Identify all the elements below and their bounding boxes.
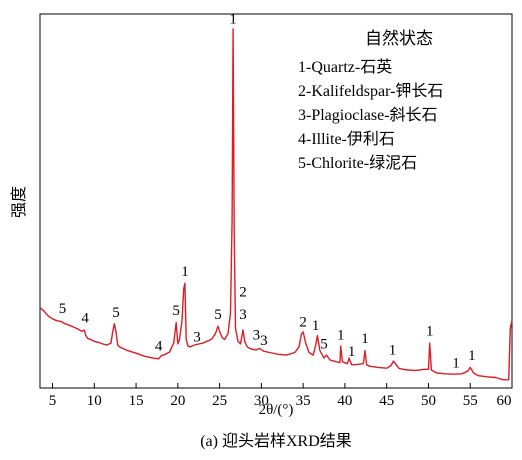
peak-label: 1 — [426, 324, 434, 340]
legend-entry: 3-Plagioclase-斜长石 — [298, 106, 438, 124]
x-tick-label: 55 — [463, 393, 478, 409]
x-tick-label: 15 — [129, 393, 144, 409]
x-tick-label: 20 — [170, 393, 185, 409]
peak-label: 3 — [260, 333, 268, 349]
x-tick-label: 5 — [49, 393, 57, 409]
y-axis-label: 强度 — [10, 186, 28, 218]
legend-entry: 4-Illite-伊利石 — [298, 130, 395, 148]
peak-label: 3 — [253, 327, 261, 343]
x-axis-tick-labels: 5 10 15 20 25 30 35 40 45 50 55 60 — [49, 393, 512, 409]
legend-entry: 1-Quartz-石英 — [298, 58, 392, 76]
peak-label: 1 — [312, 318, 320, 334]
peak-label: 1 — [468, 348, 476, 364]
x-tick-label: 50 — [421, 393, 436, 409]
x-tick-label: 35 — [296, 393, 311, 409]
peak-label: 1 — [452, 355, 460, 371]
peak-label: 4 — [155, 339, 163, 355]
peak-label: 5 — [59, 301, 67, 317]
legend: 1-Quartz-石英 2-Kalifeldspar-钾长石 3-Plagiocla… — [298, 58, 443, 172]
x-tick-label: 45 — [379, 393, 394, 409]
peak-label: 1 — [337, 327, 345, 343]
x-axis-label: 2θ/(°) — [259, 402, 294, 418]
legend-entry: 2-Kalifeldspar-钾长石 — [298, 82, 443, 100]
peak-label: 5 — [172, 303, 180, 319]
peak-label: 1 — [361, 331, 369, 347]
x-tick-label: 10 — [87, 393, 102, 409]
x-tick-label: 40 — [337, 393, 352, 409]
plot-frame — [39, 13, 513, 389]
peak-label: 5 — [214, 307, 222, 323]
peak-label: 2 — [239, 284, 247, 300]
peak-label: 3 — [239, 307, 247, 323]
legend-title: 自然状态 — [365, 29, 433, 48]
x-tick-label: 60 — [497, 393, 512, 409]
x-axis-ticks — [52, 383, 513, 388]
peak-label: 3 — [193, 329, 201, 345]
peak-label: 5 — [320, 337, 328, 353]
peak-label: 1 — [389, 342, 397, 358]
peak-label: 1 — [229, 11, 237, 27]
x-tick-label: 30 — [254, 393, 269, 409]
xrd-pattern-line — [39, 28, 513, 381]
legend-entry: 5-Chlorite-绿泥石 — [298, 154, 417, 172]
figure-caption: (a) 迎头岩样XRD结果 — [200, 432, 352, 450]
peak-label: 5 — [112, 305, 120, 321]
peak-label: 4 — [81, 311, 89, 327]
peak-label: 2 — [299, 314, 307, 330]
peak-label: 1 — [181, 264, 189, 280]
peak-label: 1 — [348, 344, 356, 360]
x-tick-label: 25 — [212, 393, 227, 409]
